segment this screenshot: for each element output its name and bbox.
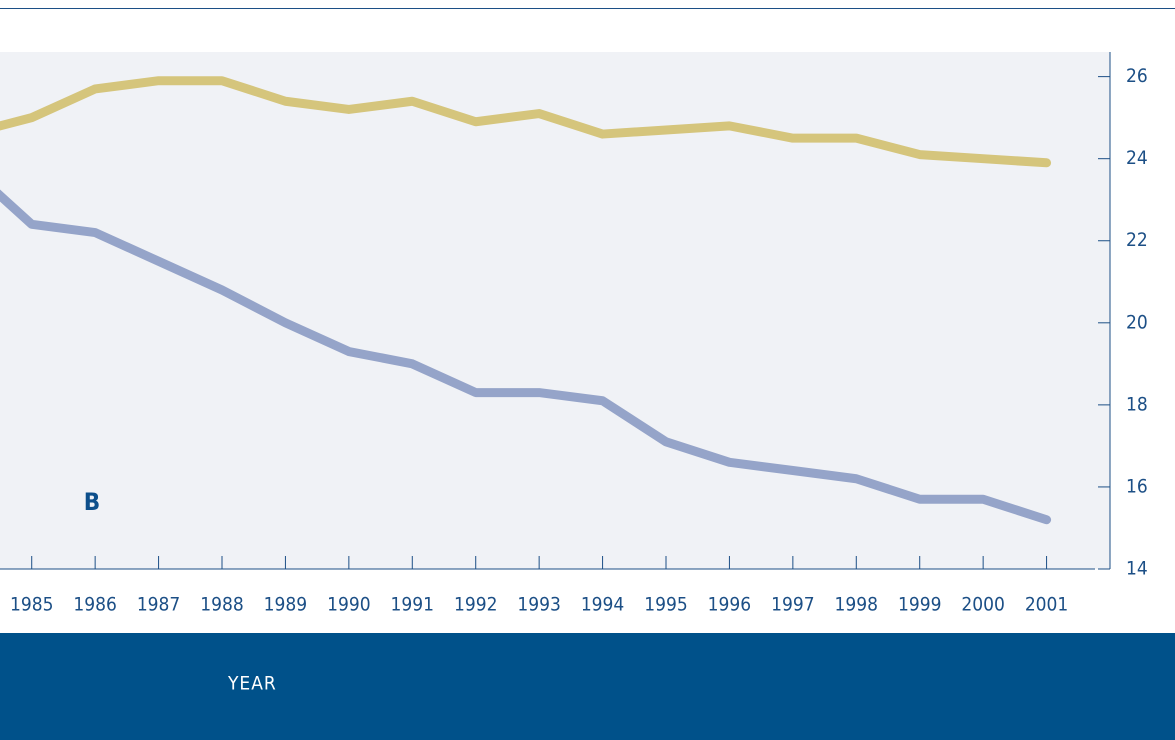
x-tick-label: 1992 xyxy=(454,594,498,616)
y-tick-label: 14 xyxy=(1126,558,1148,580)
x-tick-label: 1993 xyxy=(517,594,561,616)
x-tick-label: 2001 xyxy=(1025,594,1069,616)
y-tick-label: 22 xyxy=(1126,229,1148,251)
data-line xyxy=(0,189,1052,525)
x-tick-label: 1988 xyxy=(200,594,244,616)
y-tick-label: 24 xyxy=(1126,147,1148,169)
y-tick-label: 16 xyxy=(1126,475,1148,497)
x-tick-label: 1996 xyxy=(708,594,752,616)
x-tick-label: 1986 xyxy=(73,594,117,616)
x-tick-label: 1997 xyxy=(771,594,815,616)
x-tick-label: 1987 xyxy=(137,594,181,616)
x-tick-label: 1991 xyxy=(391,594,435,616)
y-tick-label: 20 xyxy=(1126,311,1148,333)
x-tick-label: 1985 xyxy=(10,594,54,616)
x-axis-label: YEAR xyxy=(227,673,277,695)
plot-background xyxy=(0,52,1110,569)
footer-band xyxy=(0,633,1175,740)
x-tick-label: 2000 xyxy=(961,594,1005,616)
y-tick-label: 26 xyxy=(1126,65,1148,87)
x-tick-label: 1998 xyxy=(835,594,879,616)
x-tick-label: 1994 xyxy=(581,594,625,616)
y-tick-label: 18 xyxy=(1126,393,1148,415)
panel-label: B xyxy=(84,488,100,516)
x-tick-label: 1990 xyxy=(327,594,371,616)
x-tick-label: 1989 xyxy=(264,594,308,616)
x-tick-label: 1999 xyxy=(898,594,942,616)
x-tick-label: 1995 xyxy=(644,594,688,616)
data-line xyxy=(0,76,1052,168)
